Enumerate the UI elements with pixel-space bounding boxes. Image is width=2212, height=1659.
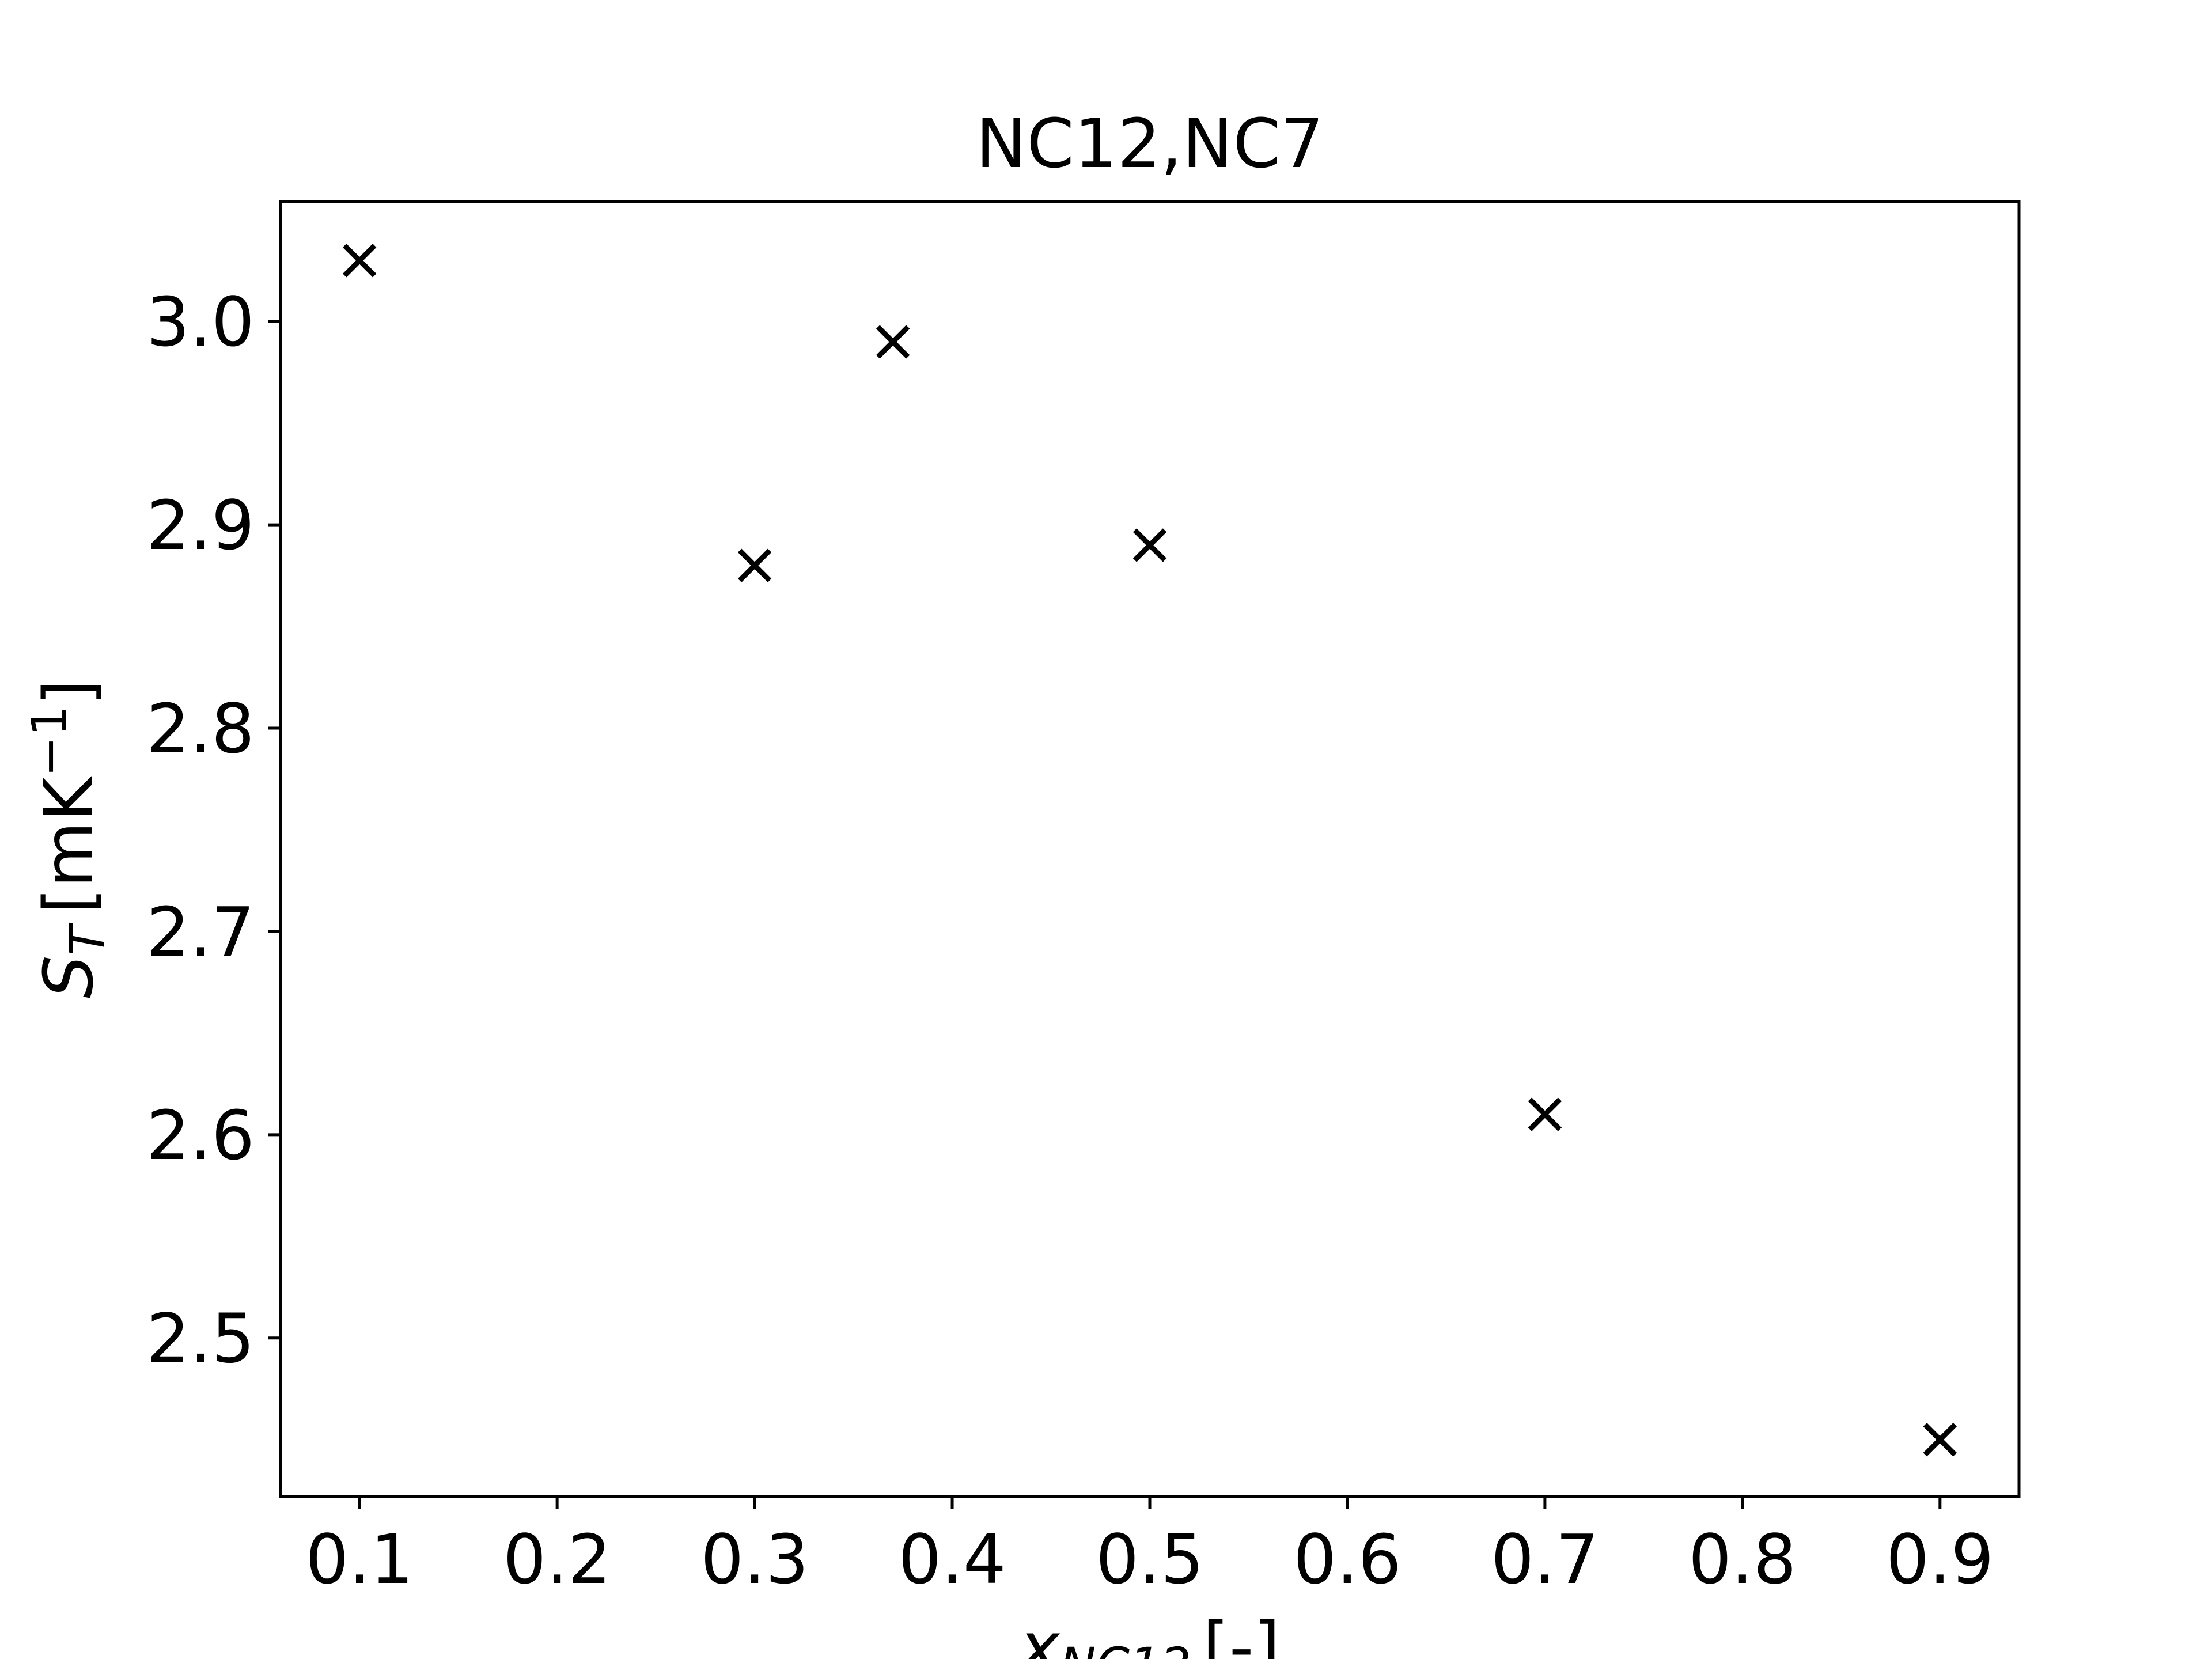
x-tick-label: 0.9 (1886, 1520, 1994, 1599)
y-label-symbol: S (29, 955, 108, 998)
data-point (737, 548, 772, 582)
data-point (343, 244, 377, 278)
x-tick-label: 0.4 (898, 1520, 1006, 1599)
data-point (876, 325, 910, 359)
x-tick-label: 0.2 (503, 1520, 611, 1599)
y-label-subscript: T (59, 922, 115, 955)
x-axis-label: xNC12 [-] (1017, 1607, 1281, 1659)
data-point (1132, 528, 1167, 562)
y-tick-label: 2.6 (146, 1096, 255, 1175)
y-tick-label: 3.0 (146, 282, 255, 362)
y-label-superscript: −1 (21, 706, 78, 777)
y-tick-label: 2.9 (146, 486, 255, 565)
y-tick-label: 2.7 (146, 892, 255, 972)
x-label-subscript: NC12 (1059, 1637, 1191, 1659)
y-axis-label: ST [mK−1] (21, 679, 115, 998)
y-label-unit: [mK (29, 775, 108, 914)
y-label-close: ] (29, 679, 108, 706)
x-label-unit: [-] (1203, 1607, 1281, 1659)
x-label-symbol: x (1017, 1607, 1060, 1659)
data-point (1528, 1097, 1562, 1131)
x-tick-label: 0.8 (1688, 1520, 1797, 1599)
x-tick-label: 0.1 (305, 1520, 414, 1599)
x-tick-label: 0.5 (1096, 1520, 1204, 1599)
x-tick-label: 0.7 (1491, 1520, 1599, 1599)
x-tick-label: 0.3 (700, 1520, 809, 1599)
chart-title: NC12,NC7 (976, 104, 1324, 183)
x-tick-label: 0.6 (1293, 1520, 1402, 1599)
y-tick-label: 2.5 (146, 1299, 255, 1378)
data-point (1923, 1423, 1957, 1457)
y-tick-label: 2.8 (146, 689, 255, 768)
